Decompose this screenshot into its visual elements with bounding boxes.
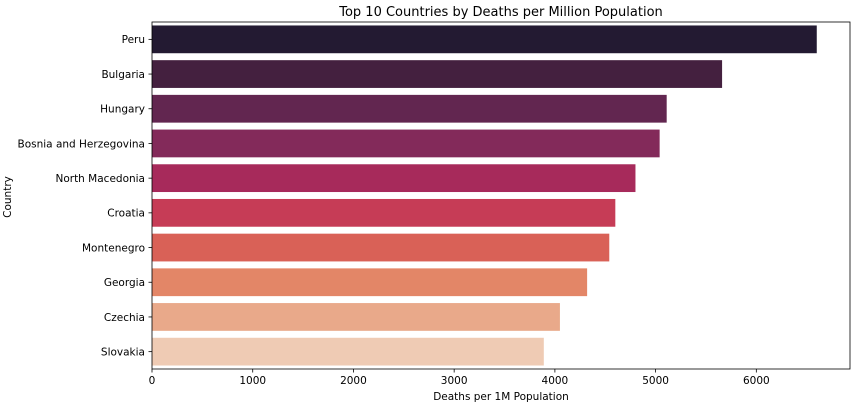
y-tick-label: Croatia <box>107 208 145 220</box>
bar-czechia <box>152 303 560 331</box>
bar-montenegro <box>152 233 610 262</box>
bar-bosnia-and-herzegovina <box>152 129 660 158</box>
y-tick-label: Bulgaria <box>101 69 145 81</box>
axes-frame <box>151 21 851 370</box>
y-tick-label: Georgia <box>104 277 145 289</box>
bar-north-macedonia <box>152 164 636 193</box>
y-tick-label: Slovakia <box>101 346 145 358</box>
y-axis-label: Country <box>2 176 14 218</box>
y-tick-label: Montenegro <box>82 242 145 254</box>
x-tick-label: 5000 <box>642 375 669 387</box>
plot-frame <box>151 21 851 370</box>
x-tick-label: 4000 <box>542 375 569 387</box>
x-axis-ticks: 0 1000 2000 3000 4000 5000 6000 <box>149 369 770 387</box>
y-tick-label: North Macedonia <box>55 173 145 185</box>
bar-slovakia <box>152 337 544 366</box>
bar-hungary <box>152 94 667 123</box>
y-tick-label: Peru <box>122 34 145 46</box>
y-tick-label: Bosnia and Herzegovina <box>18 138 146 150</box>
chart-title: Top 10 Countries by Deaths per Million P… <box>338 5 663 20</box>
bar-georgia <box>152 268 588 297</box>
x-tick-label: 0 <box>149 375 156 387</box>
x-tick-label: 1000 <box>239 375 266 387</box>
bar-peru <box>152 25 817 54</box>
bar-croatia <box>152 198 616 227</box>
y-tick-label: Czechia <box>104 312 145 324</box>
y-tick-label: Hungary <box>100 104 145 116</box>
bars-group <box>152 25 817 366</box>
x-axis-label: Deaths per 1M Population <box>433 391 569 403</box>
x-tick-label: 6000 <box>743 375 770 387</box>
y-axis-ticks: Peru Bulgaria Hungary Bosnia and Herzegovin… <box>18 34 152 358</box>
bar-bulgaria <box>152 60 723 88</box>
x-tick-label: 2000 <box>340 375 367 387</box>
x-tick-label: 3000 <box>441 375 468 387</box>
